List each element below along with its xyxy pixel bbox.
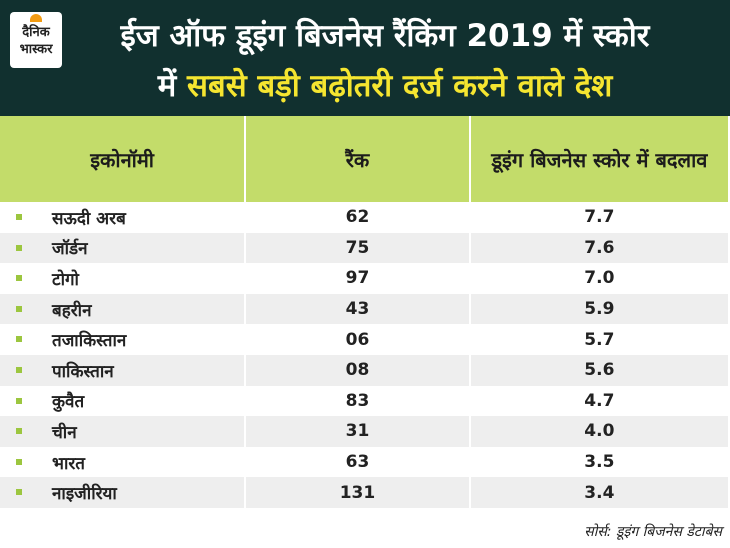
cell: बहरीन	[0, 293, 247, 325]
cell-text: तजाकिस्तान	[52, 331, 127, 352]
cell-text: 83	[345, 390, 370, 411]
cell-text: 7.7	[584, 207, 615, 228]
cell: जॉर्डन	[0, 232, 247, 264]
column-header: इकोनॉमी	[0, 116, 247, 202]
table-row: पाकिस्तान 08 5.6	[0, 354, 730, 386]
cell-text: 7.6	[584, 237, 615, 258]
cell: टोगो	[0, 263, 247, 294]
bullet	[16, 366, 22, 373]
table-row: सऊदी अरब 62 7.7	[0, 202, 730, 233]
cell-text: 06	[345, 329, 370, 350]
table-row: टोगो 97 7.0	[0, 263, 730, 294]
cell-text: 43	[345, 299, 370, 320]
cell-text: भारत	[52, 453, 85, 474]
cell-text: 7.0	[584, 268, 615, 289]
cell: 97	[245, 263, 471, 294]
cell-text: जॉर्डन	[52, 239, 88, 260]
cell-text: बहरीन	[52, 300, 92, 321]
cell-text: सऊदी अरब	[52, 208, 126, 229]
cell-text: 3.4	[584, 482, 615, 503]
cell-text: 31	[345, 421, 370, 442]
table-row: बहरीन 43 5.9	[0, 293, 730, 325]
cell: 5.9	[469, 293, 730, 325]
table-row: कुवैत 83 4.7	[0, 385, 730, 417]
cell: 7.7	[469, 202, 730, 233]
cell-text: पाकिस्तान	[52, 361, 114, 382]
cell: 5.7	[469, 324, 730, 355]
header: दैनिक भास्कर ईज ऑफ डूइंग बिजनेस रैंकिंग …	[0, 0, 730, 116]
header-row: इकोनॉमी रैंक डूइंग बिजनेस स्कोर में बदलाव	[0, 116, 730, 202]
cell: 62	[245, 202, 471, 233]
cell: 4.0	[469, 416, 730, 447]
title-part: में	[157, 68, 177, 104]
cell-text: 4.0	[584, 421, 615, 442]
table-row: तजाकिस्तान 06 5.7	[0, 324, 730, 355]
source: सोर्स: डूइंग बिजनेस डेटाबेस	[584, 524, 722, 540]
bullet	[16, 305, 22, 312]
cell: 5.6	[469, 354, 730, 386]
cell: 3.4	[469, 477, 730, 508]
cell-text: 5.7	[584, 329, 615, 350]
cell: 31	[245, 416, 471, 447]
cell-text: 63	[345, 452, 370, 473]
bullet	[16, 214, 22, 220]
title-highlight: सबसे बड़ी बढ़ोतरी दर्ज करने वाले देश	[187, 68, 613, 104]
cell: कुवैत	[0, 385, 247, 417]
cell: 06	[245, 324, 471, 355]
cell: 7.6	[469, 232, 730, 264]
cell-text: 3.5	[584, 452, 615, 473]
title: में सबसे बड़ी बढ़ोतरी दर्ज करने वाले देश	[0, 64, 730, 106]
table: इकोनॉमी रैंक डूइंग बिजनेस स्कोर में बदलाव स…	[0, 116, 730, 508]
cell-text: 97	[345, 268, 370, 289]
column-header: डूइंग बिजनेस स्कोर में बदलाव	[469, 116, 730, 202]
cell: 43	[245, 293, 471, 325]
cell-text: 5.9	[584, 299, 615, 320]
cell: नाइजीरिया	[0, 477, 247, 508]
cell-text: टोगो	[52, 269, 79, 290]
bullet	[16, 397, 22, 404]
cell: सऊदी अरब	[0, 202, 247, 233]
cell-text: कुवैत	[52, 392, 85, 413]
cell: तजाकिस्तान	[0, 324, 247, 355]
cell-text: 131	[339, 482, 376, 503]
logo-text: दैनिक	[22, 25, 50, 40]
cell-text: नाइजीरिया	[52, 484, 117, 505]
bullet	[16, 336, 22, 343]
cell: पाकिस्तान	[0, 354, 247, 386]
cell-text: 4.7	[584, 390, 615, 411]
table-row: जॉर्डन 75 7.6	[0, 232, 730, 264]
bullet	[16, 489, 22, 496]
cell: चीन	[0, 416, 247, 447]
cell: 3.5	[469, 446, 730, 478]
cell: 4.7	[469, 385, 730, 417]
table-row: नाइजीरिया 131 3.4	[0, 477, 730, 508]
cell: 131	[245, 477, 471, 508]
bullet	[16, 244, 22, 251]
bullet	[16, 428, 22, 435]
cell-text: 75	[345, 237, 370, 258]
bullet	[16, 458, 22, 465]
cell-text: 5.6	[584, 360, 615, 381]
cell-text: चीन	[52, 422, 77, 443]
cell-text: 08	[345, 360, 370, 381]
cell-text: 62	[345, 207, 370, 228]
logo-text: भास्कर	[19, 42, 53, 57]
table-row: चीन 31 4.0	[0, 416, 730, 447]
bullet	[16, 275, 22, 282]
cell: 75	[245, 232, 471, 264]
table-row: भारत 63 3.5	[0, 446, 730, 478]
title: ईज ऑफ डूइंग बिजनेस रैंकिंग 2019 में स्को…	[120, 18, 650, 54]
cell: 08	[245, 354, 471, 386]
column-header: रैंक	[245, 116, 471, 202]
cell: भारत	[0, 446, 247, 478]
logo: दैनिक भास्कर	[10, 12, 62, 68]
cell: 7.0	[469, 263, 730, 294]
cell: 63	[245, 446, 471, 478]
cell: 83	[245, 385, 471, 417]
